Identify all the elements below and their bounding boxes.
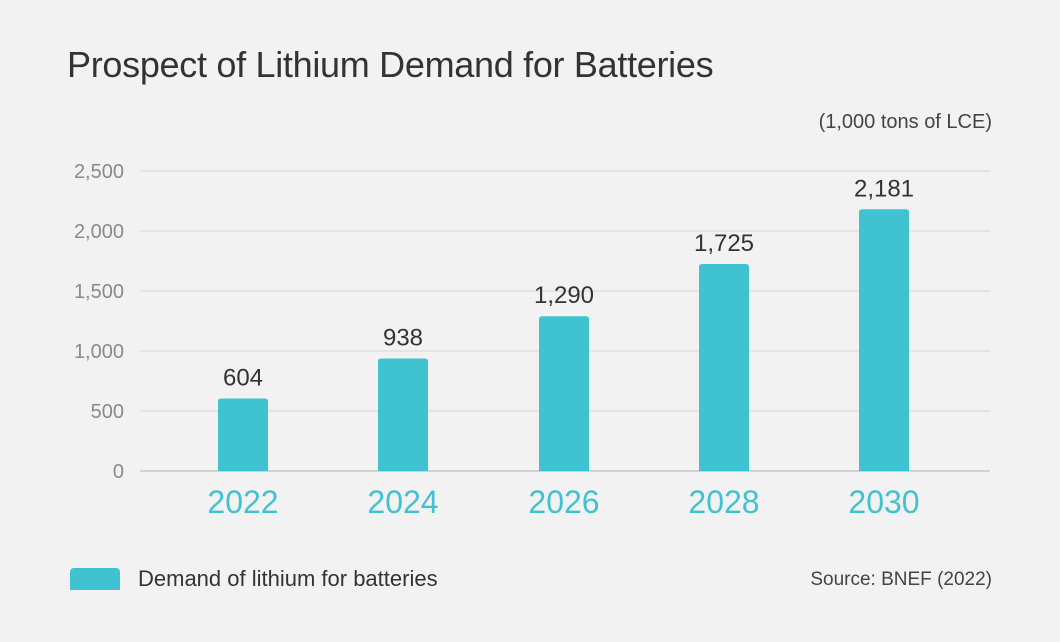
- x-category-label: 2030: [848, 484, 919, 520]
- y-tick-label: 500: [91, 401, 124, 423]
- x-category-label: 2024: [367, 484, 438, 520]
- bar: [218, 398, 268, 471]
- legend-swatch: [70, 568, 120, 590]
- unit-label: (1,000 tons of LCE): [818, 111, 992, 133]
- data-label: 938: [383, 324, 423, 351]
- data-label: 2,181: [854, 175, 914, 202]
- legend: Demand of lithium for batteries: [70, 566, 438, 592]
- x-category-label: 2026: [528, 484, 599, 520]
- bar: [699, 264, 749, 471]
- y-tick-label: 1,500: [74, 281, 124, 303]
- y-tick-label: 2,500: [74, 161, 124, 183]
- chart-title: Prospect of Lithium Demand for Batteries: [67, 44, 714, 85]
- bar: [539, 316, 589, 471]
- bar: [859, 209, 909, 471]
- legend-label: Demand of lithium for batteries: [138, 566, 438, 591]
- x-category-label: 2028: [688, 484, 759, 520]
- data-label: 1,725: [694, 230, 754, 257]
- y-tick-label: 1,000: [74, 341, 124, 363]
- x-category-label: 2022: [207, 484, 278, 520]
- data-label: 604: [223, 365, 263, 392]
- y-tick-label: 0: [113, 461, 124, 483]
- bar: [378, 358, 428, 471]
- y-tick-label: 2,000: [74, 221, 124, 243]
- data-label: 1,290: [534, 282, 594, 309]
- source-note: Source: BNEF (2022): [810, 569, 992, 590]
